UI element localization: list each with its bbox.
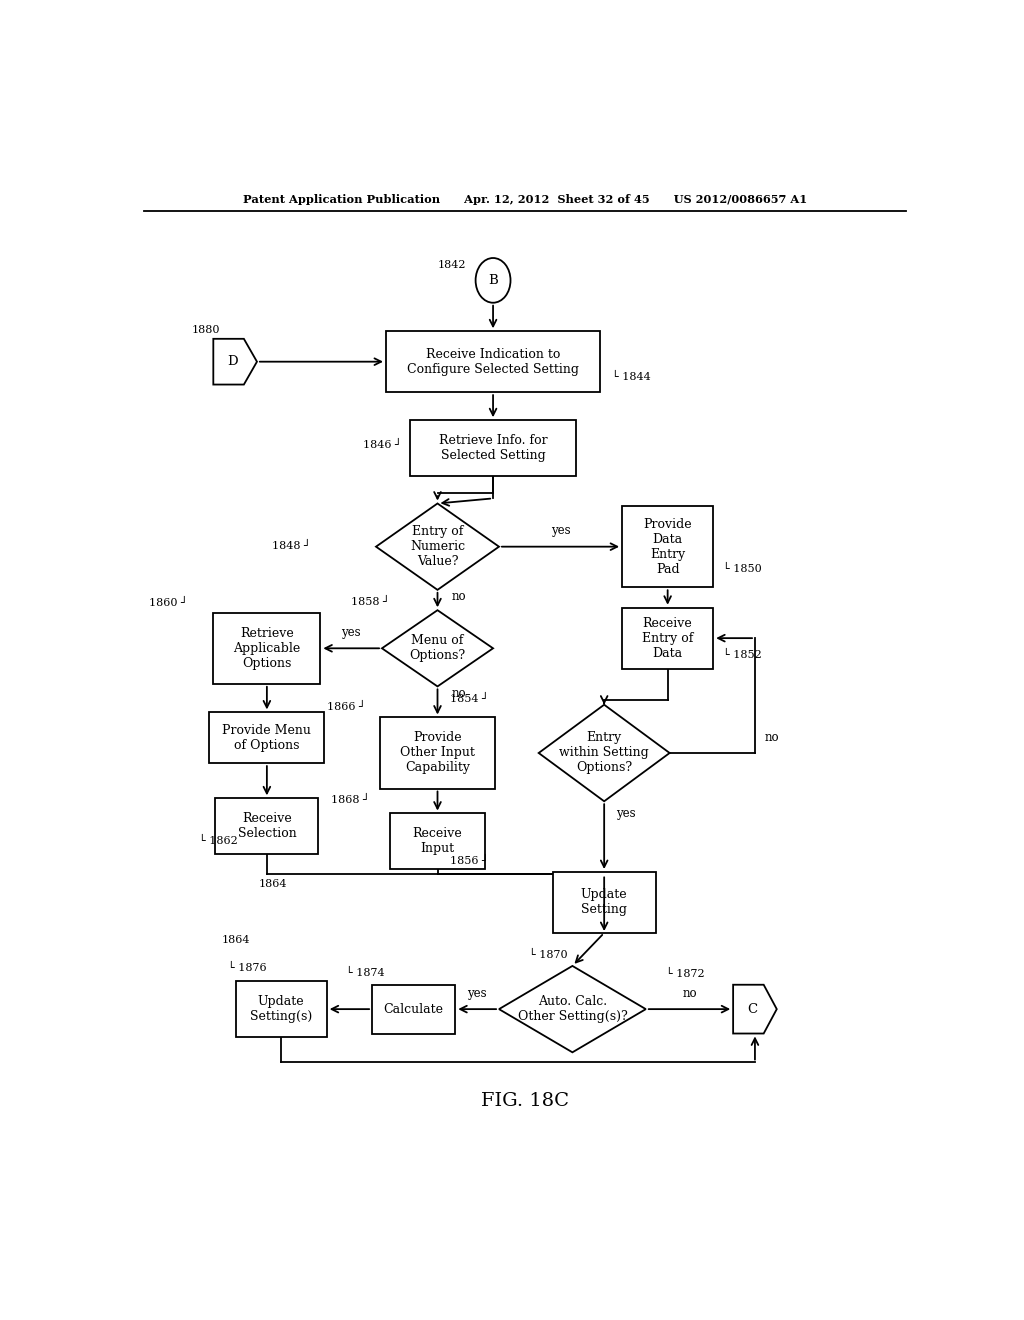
Text: 1842: 1842: [437, 260, 466, 271]
Text: └ 1876: └ 1876: [227, 962, 266, 973]
FancyBboxPatch shape: [213, 612, 321, 684]
FancyBboxPatch shape: [380, 718, 495, 788]
Polygon shape: [733, 985, 777, 1034]
Text: Entry of
Numeric
Value?: Entry of Numeric Value?: [410, 525, 465, 568]
FancyBboxPatch shape: [410, 420, 577, 477]
Text: yes: yes: [616, 807, 636, 820]
FancyBboxPatch shape: [215, 799, 318, 854]
Text: Provide Menu
of Options: Provide Menu of Options: [222, 723, 311, 752]
FancyBboxPatch shape: [390, 813, 485, 870]
Text: Receive
Entry of
Data: Receive Entry of Data: [642, 616, 693, 660]
Text: └ 1870: └ 1870: [528, 950, 567, 961]
Text: yes: yes: [341, 626, 361, 639]
Text: 1864: 1864: [221, 935, 250, 945]
Text: 1854 ┘: 1854 ┘: [451, 694, 489, 704]
Text: C: C: [748, 1003, 758, 1015]
Text: 1864: 1864: [259, 879, 288, 888]
Text: 1858 ┘: 1858 ┘: [351, 597, 390, 607]
Text: yes: yes: [551, 524, 570, 537]
Text: └ 1862: └ 1862: [200, 837, 239, 846]
FancyBboxPatch shape: [209, 713, 325, 763]
Text: Update
Setting(s): Update Setting(s): [250, 995, 312, 1023]
Text: Menu of
Options?: Menu of Options?: [410, 635, 466, 663]
Text: FIG. 18C: FIG. 18C: [481, 1092, 568, 1110]
Text: yes: yes: [467, 987, 487, 1001]
Polygon shape: [213, 339, 257, 384]
Text: 1846 ┘: 1846 ┘: [364, 440, 401, 450]
Text: 1848 ┘: 1848 ┘: [271, 541, 310, 550]
Text: Auto. Calc.
Other Setting(s)?: Auto. Calc. Other Setting(s)?: [517, 995, 628, 1023]
Text: D: D: [227, 355, 239, 368]
Text: 1880: 1880: [191, 325, 220, 335]
FancyBboxPatch shape: [386, 331, 600, 392]
Text: 1856 ┘: 1856 ┘: [451, 855, 489, 866]
Text: Calculate: Calculate: [384, 1003, 443, 1015]
FancyBboxPatch shape: [622, 506, 714, 587]
Text: Receive
Selection: Receive Selection: [238, 812, 296, 840]
FancyBboxPatch shape: [372, 985, 456, 1034]
Text: Retrieve
Applicable
Options: Retrieve Applicable Options: [233, 627, 300, 669]
Text: 1866 ┘: 1866 ┘: [328, 702, 367, 713]
Text: B: B: [488, 273, 498, 286]
Text: Provide
Data
Entry
Pad: Provide Data Entry Pad: [643, 517, 692, 576]
Text: Update
Setting: Update Setting: [581, 888, 628, 916]
Text: Patent Application Publication      Apr. 12, 2012  Sheet 32 of 45      US 2012/0: Patent Application Publication Apr. 12, …: [243, 194, 807, 205]
Polygon shape: [499, 966, 646, 1052]
Text: └ 1852: └ 1852: [723, 651, 762, 660]
Text: └ 1872: └ 1872: [666, 969, 705, 978]
Text: 1860 ┘: 1860 ┘: [148, 598, 187, 607]
FancyBboxPatch shape: [553, 873, 655, 933]
FancyBboxPatch shape: [622, 607, 714, 669]
Text: no: no: [452, 590, 466, 603]
Text: └ 1844: └ 1844: [612, 372, 651, 381]
Polygon shape: [382, 610, 494, 686]
Text: Receive Indication to
Configure Selected Setting: Receive Indication to Configure Selected…: [408, 347, 579, 376]
Text: └ 1850: └ 1850: [723, 564, 762, 574]
Text: Provide
Other Input
Capability: Provide Other Input Capability: [400, 731, 475, 775]
Text: no: no: [682, 987, 696, 1001]
Text: Retrieve Info. for
Selected Setting: Retrieve Info. for Selected Setting: [438, 434, 548, 462]
Text: no: no: [765, 731, 779, 743]
Text: └ 1874: └ 1874: [346, 968, 385, 978]
FancyBboxPatch shape: [236, 981, 327, 1038]
Text: no: no: [452, 686, 466, 700]
Text: Entry
within Setting
Options?: Entry within Setting Options?: [559, 731, 649, 775]
Polygon shape: [376, 503, 499, 590]
Text: Receive
Input: Receive Input: [413, 828, 463, 855]
Polygon shape: [539, 705, 670, 801]
Circle shape: [475, 257, 511, 302]
Text: 1868 ┘: 1868 ┘: [332, 795, 370, 805]
